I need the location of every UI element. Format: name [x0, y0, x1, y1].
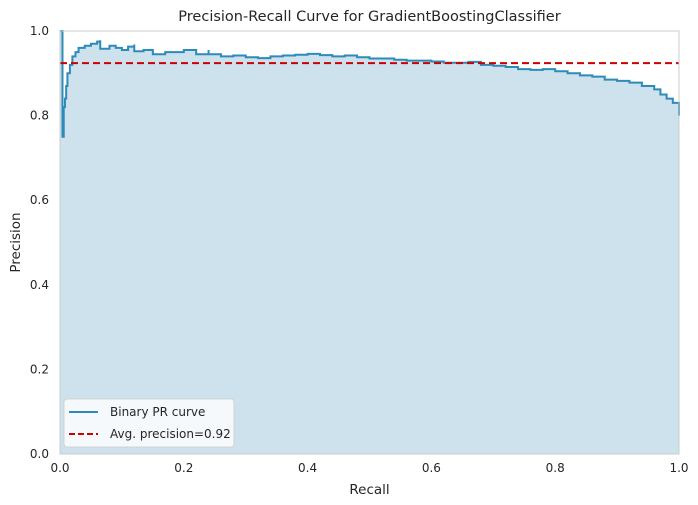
y-tick-label: 0.4 [30, 278, 49, 292]
x-axis-label: Recall [349, 482, 389, 498]
pr-curve-area [60, 31, 679, 454]
chart-title: Precision-Recall Curve for GradientBoost… [178, 9, 560, 25]
y-tick-label: 1.0 [30, 24, 49, 38]
legend: Binary PR curve Avg. precision=0.92 [63, 398, 235, 448]
legend-label-pr-curve: Binary PR curve [110, 405, 205, 419]
y-tick-label: 0.8 [30, 109, 49, 123]
y-tick-label: 0.6 [30, 193, 49, 207]
y-tick-label: 0.2 [30, 362, 49, 376]
pr-curve-line [60, 30, 680, 138]
legend-box [63, 398, 235, 448]
x-tick-label: 0.6 [422, 461, 441, 475]
line-layer [60, 30, 680, 138]
x-tick-label: 1.0 [669, 461, 688, 475]
x-tick-label: 0.8 [546, 461, 565, 475]
x-tick-label: 0.4 [298, 461, 317, 475]
x-tick-label: 0.0 [50, 461, 69, 475]
axes-layer: 0.0 0.2 0.4 0.6 0.8 1.0 0.0 0.2 0.4 0.6 0.8 1.0 [30, 24, 689, 475]
y-tick-label: 0.0 [30, 447, 49, 461]
plot-frame [59, 30, 680, 455]
legend-label-avg-precision: Avg. precision=0.92 [110, 427, 231, 441]
x-tick-label: 0.2 [174, 461, 193, 475]
area-layer [60, 31, 679, 454]
y-axis-label: Precision [8, 212, 24, 272]
